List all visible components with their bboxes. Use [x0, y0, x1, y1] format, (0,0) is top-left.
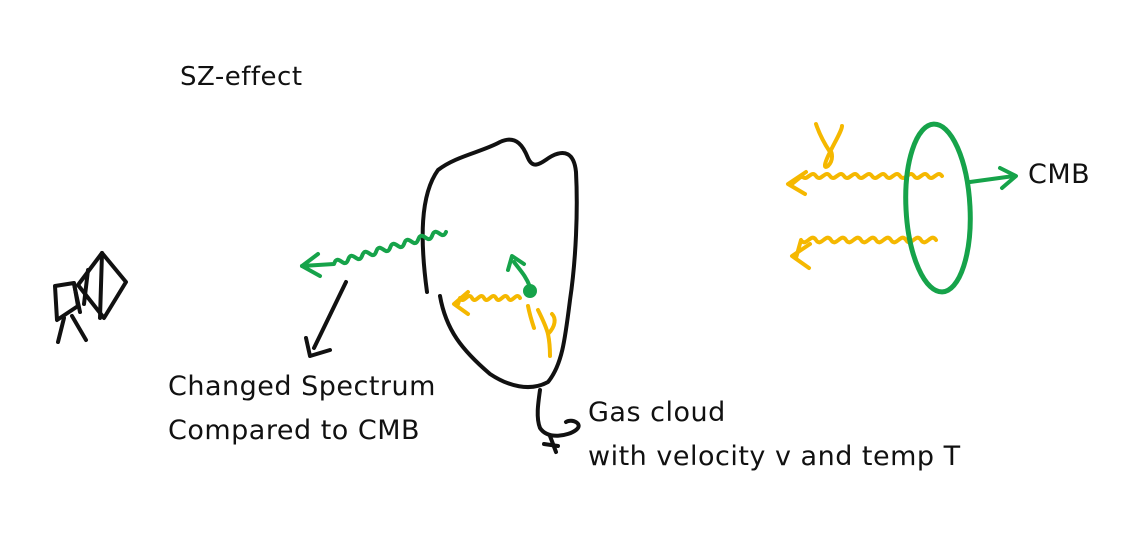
electron-dot	[523, 284, 537, 298]
cmb-label: CMB	[1028, 159, 1091, 190]
gas-cloud-outline	[420, 137, 579, 390]
pointer-arrow-changed-spectrum	[304, 280, 348, 358]
diagram-title: SZ-effect	[180, 62, 303, 92]
gamma-symbol-electron	[526, 304, 557, 358]
changed-spectrum-label-line1: Changed Spectrum	[168, 371, 436, 402]
camera-icon	[53, 251, 128, 344]
gas-cloud-label-line2: with velocity v and temp T	[588, 441, 961, 472]
incoming-photon-upper	[786, 170, 944, 196]
gamma-symbol-top	[814, 122, 844, 169]
cmb-source-ellipse	[903, 121, 973, 295]
pointer-arrow-gas-cloud	[535, 388, 581, 454]
changed-spectrum-label-line2: Compared to CMB	[168, 415, 421, 446]
photon-in-cloud	[452, 290, 522, 316]
electron-velocity-arrow	[506, 254, 532, 289]
scattered-photon	[300, 229, 448, 278]
gas-cloud-label-line1: Gas cloud	[588, 397, 726, 428]
cmb-arrow	[968, 166, 1018, 190]
incoming-photon-lower	[790, 235, 938, 270]
